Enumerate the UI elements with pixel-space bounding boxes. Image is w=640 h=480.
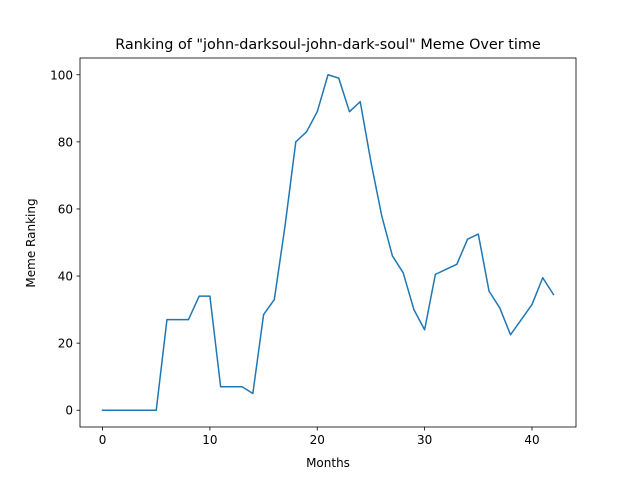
data-point — [477, 233, 479, 235]
data-point — [424, 329, 426, 331]
data-point — [305, 131, 308, 133]
data-point — [220, 386, 222, 388]
data-point — [273, 298, 275, 301]
y-tick-label: 40 — [58, 270, 73, 284]
data-point — [402, 272, 404, 274]
data-point — [155, 409, 157, 411]
data-point — [262, 314, 265, 316]
data-point — [187, 319, 190, 321]
x-tick-label: 0 — [99, 433, 107, 447]
y-tick-label: 20 — [58, 337, 73, 351]
data-point — [531, 303, 533, 306]
y-axis-label: Meme Ranking — [24, 198, 38, 287]
data-point — [445, 268, 447, 270]
series-line — [101, 74, 555, 411]
data-point — [198, 295, 200, 297]
x-tick-label: 30 — [417, 433, 432, 447]
x-tick-label: 40 — [524, 433, 539, 447]
x-tick-label: 10 — [202, 433, 217, 447]
data-point — [466, 238, 469, 240]
data-point — [166, 319, 168, 321]
x-axis-ticks: 0 10 20 30 40 — [99, 427, 540, 447]
y-tick-label: 60 — [58, 202, 73, 216]
data-point — [552, 293, 555, 296]
data-point — [499, 307, 501, 309]
data-point — [112, 409, 114, 411]
data-point — [488, 290, 490, 292]
data-point — [520, 319, 522, 321]
data-point — [434, 273, 436, 275]
y-tick-label: 100 — [50, 68, 73, 82]
data-point — [252, 392, 254, 395]
data-point — [295, 141, 297, 143]
data-point — [391, 255, 394, 257]
data-point — [370, 161, 372, 163]
data-point — [316, 111, 318, 113]
chart-title: Ranking of "john-darksoul-john-dark-soul… — [115, 37, 541, 53]
data-point — [230, 386, 232, 388]
data-points — [101, 74, 555, 411]
data-point — [413, 308, 415, 311]
data-point — [509, 334, 512, 336]
data-point — [542, 277, 544, 279]
y-tick-label: 0 — [65, 404, 73, 418]
data-point — [284, 225, 286, 227]
data-point — [327, 74, 329, 76]
data-point — [209, 295, 211, 297]
data-point — [241, 386, 243, 388]
data-point — [144, 409, 147, 411]
data-point — [123, 409, 125, 411]
data-point — [359, 101, 361, 103]
data-point — [381, 215, 383, 217]
x-axis-label: Months — [306, 456, 350, 470]
data-point — [101, 409, 104, 411]
data-point — [177, 319, 179, 321]
plot-area-frame — [79, 57, 577, 428]
data-point — [134, 409, 136, 411]
y-tick-label: 80 — [58, 135, 73, 149]
data-point — [338, 77, 340, 79]
y-axis-ticks: 0 20 40 60 80 100 — [50, 68, 80, 418]
data-point — [456, 263, 458, 265]
x-tick-label: 20 — [310, 433, 325, 447]
data-point — [348, 111, 351, 113]
